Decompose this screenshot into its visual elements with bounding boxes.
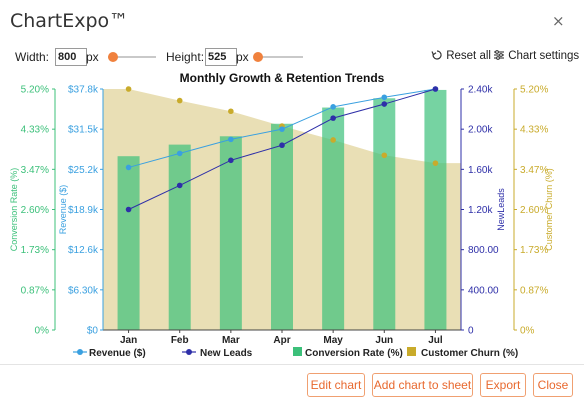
churn-point-jul [432,160,439,166]
revenue-tick-label: $12.6k [68,245,99,256]
conversion-tick-label: 5.20% [21,85,49,96]
legend-swatch-conversion-rate [293,347,302,356]
revenue-point-may [330,104,336,110]
height-slider[interactable] [253,52,303,62]
chart-title: Monthly Growth & Retention Trends [180,71,385,85]
conversion-bar-jun [373,98,396,331]
conversion-bar-jan [117,156,140,330]
revenue-point-feb [176,150,183,157]
reset-icon [431,50,442,60]
revenue-point-jun [381,94,388,101]
height-unit: px [236,50,249,64]
conversion-tick-label: 3.47% [21,165,49,176]
churn-tick-label: 0% [520,326,535,337]
legend-swatch-customer-churn [407,347,416,356]
chart-settings-label: Chart settings [508,50,580,62]
leads-point-mar [228,157,234,164]
conversion-tick-label: 0.87% [21,285,49,296]
conversion-tick-label: 2.60% [21,205,49,216]
height-input[interactable]: 525 [205,48,237,66]
churn-axis-title: Customer Churn (%) [544,168,554,251]
conversion-bar-may [322,107,345,331]
settings-sliders-icon [494,50,504,60]
width-label: Width: [15,50,50,64]
revenue-tick-label: $18.9k [68,205,99,216]
revenue-tick-label: $0 [87,326,99,337]
revenue-point-mar [228,136,234,143]
width-slider-handle[interactable] [108,52,118,62]
footer-divider [0,364,584,365]
x-tick-label-jul: Jul [428,335,443,346]
x-tick-label-feb: Feb [171,335,189,346]
legend-marker-revenue [77,349,83,355]
close-button[interactable]: Close [533,373,573,397]
churn-point-jan [125,86,132,92]
churn-tick-label: 4.33% [520,125,548,136]
x-tick-label-apr: Apr [273,335,290,346]
height-slider-handle[interactable] [253,52,263,62]
conversion-bar-feb [168,144,191,330]
leads-point-jul [432,86,439,92]
churn-point-mar [228,108,234,115]
x-tick-label-may: May [323,335,343,346]
leads-point-jan [125,206,132,213]
churn-point-feb [176,97,183,104]
revenue-tick-label: $25.2k [68,165,99,176]
churn-tick-label: 2.60% [520,205,548,216]
conversion-tick-label: 0% [35,326,50,337]
conversion-bar-apr [271,123,293,330]
legend-label-revenue: Revenue ($) [89,348,146,359]
churn-tick-label: 3.47% [520,165,548,176]
x-tick-label-jan: Jan [120,335,137,346]
leads-point-apr [279,142,285,149]
leads-point-feb [176,182,183,189]
revenue-point-jan [125,164,132,171]
add-chart-to-sheet-button[interactable]: Add chart to sheet [372,373,473,397]
reset-all-button[interactable]: Reset all [431,49,491,62]
leads-tick-label: 2.00k [468,125,493,136]
conversion-tick-label: 4.33% [21,125,49,136]
x-tick-label-mar: Mar [222,335,240,346]
app-title: ChartExpo™ [10,10,129,32]
revenue-point-apr [279,126,285,132]
revenue-tick-label: $37.8k [68,85,99,96]
leads-tick-label: 1.60k [468,165,493,176]
revenue-axis-title: Revenue ($) [58,185,68,235]
edit-chart-button[interactable]: Edit chart [307,373,365,397]
conversion-axis-title: Conversion Rate (%) [9,168,19,252]
legend-marker-new-leads [186,349,192,355]
legend-label-new-leads: New Leads [200,348,253,359]
width-unit: px [86,50,99,64]
dialog-titlebar: ChartExpo™ × [0,0,584,40]
conversion-bar-mar [219,136,242,330]
chart-settings-button[interactable]: Chart settings [493,49,579,62]
width-input[interactable]: 800 [55,48,87,66]
conversion-tick-label: 1.73% [21,245,49,256]
churn-point-may [330,137,336,143]
revenue-tick-label: $6.30k [68,285,99,296]
height-label: Height: [166,50,205,64]
churn-tick-label: 1.73% [520,245,548,256]
leads-tick-label: 400.00 [468,285,499,296]
legend-label-customer-churn: Customer Churn (%) [421,348,518,359]
churn-tick-label: 5.20% [520,85,548,96]
conversion-bar-jul [424,89,447,330]
leads-tick-label: 1.20k [468,205,493,216]
leads-axis-title: NewLeads [496,188,506,231]
combo-chart: Monthly Growth & Retention Trends Jan Feb M… [9,71,554,359]
churn-point-jun [381,152,388,159]
x-tick-label-jun: Jun [375,335,393,346]
leads-point-jun [381,101,388,107]
leads-tick-label: 0 [468,326,474,337]
leads-tick-label: 800.00 [468,245,499,256]
leads-tick-label: 2.40k [468,85,493,96]
export-button[interactable]: Export [480,373,526,397]
leads-point-may [330,115,336,121]
churn-tick-label: 0.87% [520,285,548,296]
revenue-tick-label: $31.5k [68,125,99,136]
legend-label-conversion-rate: Conversion Rate (%) [305,348,403,359]
close-icon[interactable]: × [552,12,565,30]
width-slider[interactable] [108,52,156,62]
reset-all-label: Reset all [446,50,491,62]
